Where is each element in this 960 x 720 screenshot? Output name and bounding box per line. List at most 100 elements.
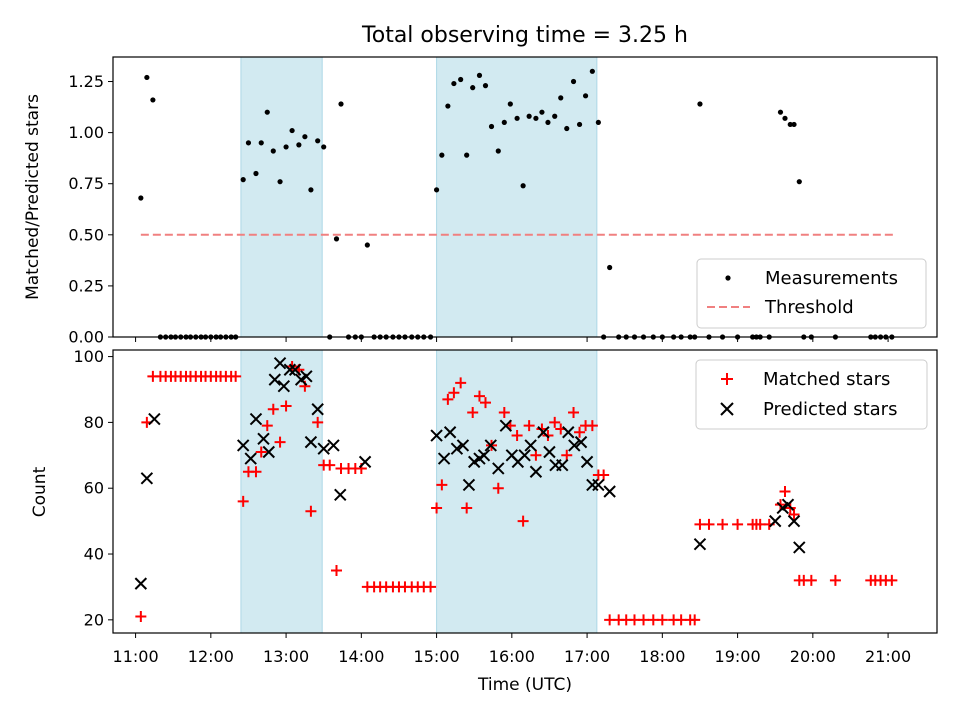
predicted-star-marker (524, 439, 537, 452)
matched-star-marker (255, 446, 267, 458)
predicted-star-marker (793, 541, 806, 554)
predicted-star-marker (268, 373, 281, 386)
predicted-star-marker (592, 478, 605, 492)
measurement-point (552, 113, 558, 119)
matched-star-marker (638, 614, 650, 626)
matched-star-marker (250, 466, 262, 478)
matched-star-marker (479, 397, 491, 409)
matched-star-marker (261, 420, 273, 432)
predicted-star-marker (693, 537, 707, 551)
predicted-star-marker (288, 363, 302, 376)
matched-star-marker (656, 614, 668, 626)
top-y-axis-label: Matched/Predicted stars (23, 94, 43, 300)
legend-threshold-label: Threshold (764, 297, 854, 318)
predicted-star-marker (537, 426, 550, 439)
bottom-y-axis-label: Count (30, 466, 50, 517)
y-tick-label: 1.00 (68, 123, 104, 142)
measurement-point (270, 148, 276, 154)
x-tick-label: 16:00 (489, 647, 535, 666)
top-shaded-regions (240, 56, 598, 338)
predicted-star-marker (769, 514, 782, 528)
predicted-stars-points (134, 356, 806, 590)
matched-star-marker (689, 614, 701, 626)
predicted-star-marker (311, 403, 324, 416)
measurement-point (545, 119, 551, 126)
matched-star-marker (586, 420, 598, 432)
measurement-point (595, 119, 601, 126)
predicted-star-marker (430, 429, 443, 442)
measurement-point (302, 134, 308, 140)
bottom-panel: 20 40 60 80 100 11:00 12:00 13:00 14:00 15:00 16:… (30, 347, 938, 695)
matched-star-marker (324, 459, 336, 471)
predicted-star-marker (781, 498, 795, 511)
measurement-point (796, 179, 802, 185)
predicted-star-marker (257, 432, 270, 446)
matched-star-marker (779, 486, 791, 497)
matched-star-marker (574, 426, 586, 438)
legend-measurements-label: Measurements (765, 268, 898, 289)
predicted-star-marker (462, 478, 476, 492)
y-tick-label: 0.75 (68, 174, 104, 193)
x-tick-label: 20:00 (790, 647, 836, 666)
x-tick-label: 12:00 (188, 647, 234, 666)
top-axes-frame (112, 56, 938, 338)
matched-star-marker (436, 479, 448, 491)
measurement-point (533, 115, 539, 121)
x-tick-label: 21:00 (865, 647, 911, 666)
y-tick-label: 80 (84, 413, 104, 432)
predicted-star-marker (273, 356, 287, 370)
matched-star-marker (237, 495, 249, 507)
measurement-point (458, 76, 464, 83)
top-legend: Measurements Threshold (696, 258, 927, 329)
y-tick-label: 20 (84, 610, 104, 629)
matched-star-marker (431, 502, 443, 514)
shaded-observing-interval (436, 56, 598, 338)
matched-star-marker (455, 377, 467, 389)
x-tick-label: 13:00 (263, 647, 309, 666)
matched-star-marker (732, 518, 744, 530)
predicted-star-marker (456, 439, 470, 452)
measurement-point (138, 195, 144, 201)
shaded-observing-interval (240, 349, 323, 634)
y-tick-label: 0.00 (68, 328, 104, 347)
measurement-point (289, 127, 295, 134)
predicted-star-marker (556, 458, 569, 472)
predicted-star-marker (574, 435, 588, 449)
measurement-point (514, 115, 520, 121)
predicted-star-marker (236, 439, 250, 452)
matched-star-marker (448, 387, 460, 399)
matched-star-marker (549, 416, 561, 428)
measurement-point (308, 187, 314, 193)
predicted-star-marker (499, 419, 513, 432)
measurement-point (501, 119, 507, 126)
measurement-point (338, 101, 344, 107)
matched-stars-points (135, 360, 898, 626)
measurement-point (296, 142, 302, 148)
x-tick-label: 19:00 (715, 647, 761, 666)
measurement-point (264, 109, 270, 115)
predicted-star-marker (568, 439, 581, 452)
predicted-star-marker (437, 452, 451, 465)
measurement-point (495, 148, 501, 154)
measurement-point (520, 183, 526, 189)
measurement-point (782, 115, 788, 121)
predicted-star-marker (334, 488, 347, 501)
measurement-point (576, 121, 583, 128)
measurement-point (558, 95, 564, 101)
matched-star-marker (530, 449, 542, 461)
matched-star-marker (267, 403, 279, 415)
matched-star-marker (498, 407, 510, 419)
matched-star-marker (274, 436, 286, 448)
predicted-star-marker (492, 462, 505, 475)
predicted-star-marker (543, 445, 556, 459)
measurement-point (144, 74, 150, 81)
predicted-star-marker (443, 426, 457, 439)
predicted-star-marker (477, 449, 491, 462)
measurement-point (283, 144, 289, 150)
measurement-point (464, 152, 470, 158)
matched-star-marker (717, 518, 729, 530)
predicted-star-marker (603, 485, 616, 498)
predicted-star-marker (148, 412, 161, 426)
matched-star-marker (523, 420, 535, 432)
